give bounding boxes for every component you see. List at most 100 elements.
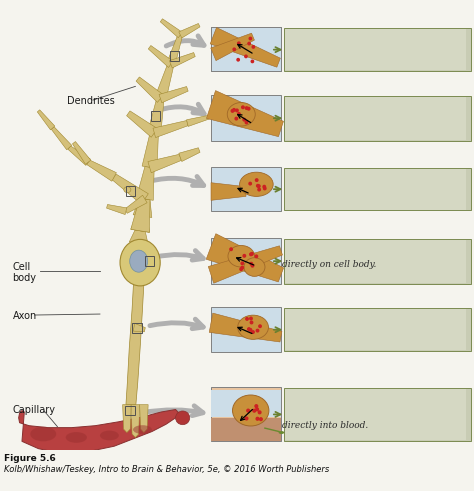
Bar — [211, 418, 281, 441]
Ellipse shape — [239, 172, 273, 196]
Circle shape — [248, 42, 250, 45]
Text: directly on cell body.: directly on cell body. — [282, 260, 376, 269]
Text: Cell
body: Cell body — [12, 262, 36, 283]
Ellipse shape — [124, 187, 131, 192]
Circle shape — [241, 262, 244, 265]
Polygon shape — [87, 160, 117, 181]
Polygon shape — [107, 205, 127, 215]
Circle shape — [241, 267, 244, 269]
Circle shape — [250, 317, 252, 320]
Polygon shape — [68, 146, 91, 165]
Polygon shape — [112, 174, 148, 204]
Polygon shape — [129, 230, 148, 244]
Polygon shape — [148, 46, 173, 67]
Ellipse shape — [228, 246, 255, 267]
Polygon shape — [18, 409, 180, 454]
Bar — [170, 51, 179, 61]
Circle shape — [235, 117, 237, 120]
Ellipse shape — [244, 258, 265, 276]
Bar — [211, 307, 281, 352]
Circle shape — [259, 325, 261, 327]
Polygon shape — [153, 120, 188, 137]
Circle shape — [248, 328, 250, 330]
Circle shape — [238, 113, 240, 115]
Polygon shape — [167, 34, 182, 66]
Circle shape — [263, 186, 265, 188]
Polygon shape — [155, 63, 174, 100]
Polygon shape — [125, 195, 147, 213]
Polygon shape — [211, 183, 246, 200]
Polygon shape — [131, 405, 140, 437]
Polygon shape — [51, 127, 72, 150]
Circle shape — [256, 185, 259, 187]
Circle shape — [245, 55, 247, 57]
Bar — [145, 256, 155, 266]
Bar — [285, 309, 466, 350]
Bar — [284, 239, 472, 284]
Bar — [211, 387, 281, 441]
Polygon shape — [159, 86, 188, 103]
Circle shape — [258, 188, 260, 191]
Text: Figure 5.6: Figure 5.6 — [4, 454, 56, 463]
Polygon shape — [140, 405, 148, 433]
Polygon shape — [123, 405, 131, 433]
Ellipse shape — [279, 431, 284, 434]
Text: Capillary: Capillary — [12, 405, 55, 414]
Circle shape — [250, 263, 253, 265]
Ellipse shape — [237, 315, 268, 339]
Circle shape — [246, 107, 248, 109]
Ellipse shape — [120, 240, 160, 286]
Bar — [211, 167, 281, 211]
Circle shape — [250, 321, 253, 324]
Circle shape — [256, 417, 259, 420]
Circle shape — [252, 46, 255, 48]
Text: directly into blood.: directly into blood. — [282, 421, 368, 430]
Circle shape — [250, 253, 252, 256]
Polygon shape — [207, 90, 283, 136]
Polygon shape — [179, 24, 200, 38]
Circle shape — [245, 121, 248, 124]
Bar — [211, 390, 281, 417]
Polygon shape — [148, 98, 164, 134]
Ellipse shape — [130, 250, 148, 272]
Bar — [211, 238, 281, 284]
Circle shape — [231, 109, 234, 112]
Bar — [285, 29, 466, 70]
Circle shape — [246, 318, 248, 320]
Polygon shape — [142, 132, 158, 168]
Bar — [285, 97, 466, 140]
Polygon shape — [73, 141, 91, 164]
Circle shape — [252, 331, 254, 333]
Circle shape — [240, 268, 242, 271]
Circle shape — [237, 42, 240, 45]
Polygon shape — [169, 53, 195, 68]
Polygon shape — [131, 198, 150, 232]
Bar — [211, 27, 281, 72]
Circle shape — [255, 405, 258, 408]
Circle shape — [245, 417, 248, 420]
Ellipse shape — [66, 432, 87, 443]
Circle shape — [251, 252, 253, 255]
Circle shape — [237, 58, 239, 61]
Circle shape — [230, 248, 232, 250]
Circle shape — [256, 408, 258, 410]
Polygon shape — [148, 154, 181, 173]
Ellipse shape — [30, 427, 56, 441]
Ellipse shape — [233, 395, 269, 426]
Circle shape — [236, 109, 238, 112]
Bar — [126, 186, 136, 195]
Circle shape — [247, 108, 250, 110]
Bar — [132, 323, 142, 332]
Polygon shape — [37, 110, 55, 130]
Circle shape — [243, 118, 246, 121]
Circle shape — [249, 37, 252, 40]
Bar — [0, 450, 474, 491]
Circle shape — [242, 106, 244, 109]
Bar — [285, 389, 466, 439]
Ellipse shape — [100, 431, 119, 440]
Ellipse shape — [133, 425, 152, 434]
Polygon shape — [131, 215, 149, 232]
Circle shape — [258, 411, 261, 414]
Polygon shape — [210, 27, 280, 67]
Polygon shape — [160, 19, 182, 38]
